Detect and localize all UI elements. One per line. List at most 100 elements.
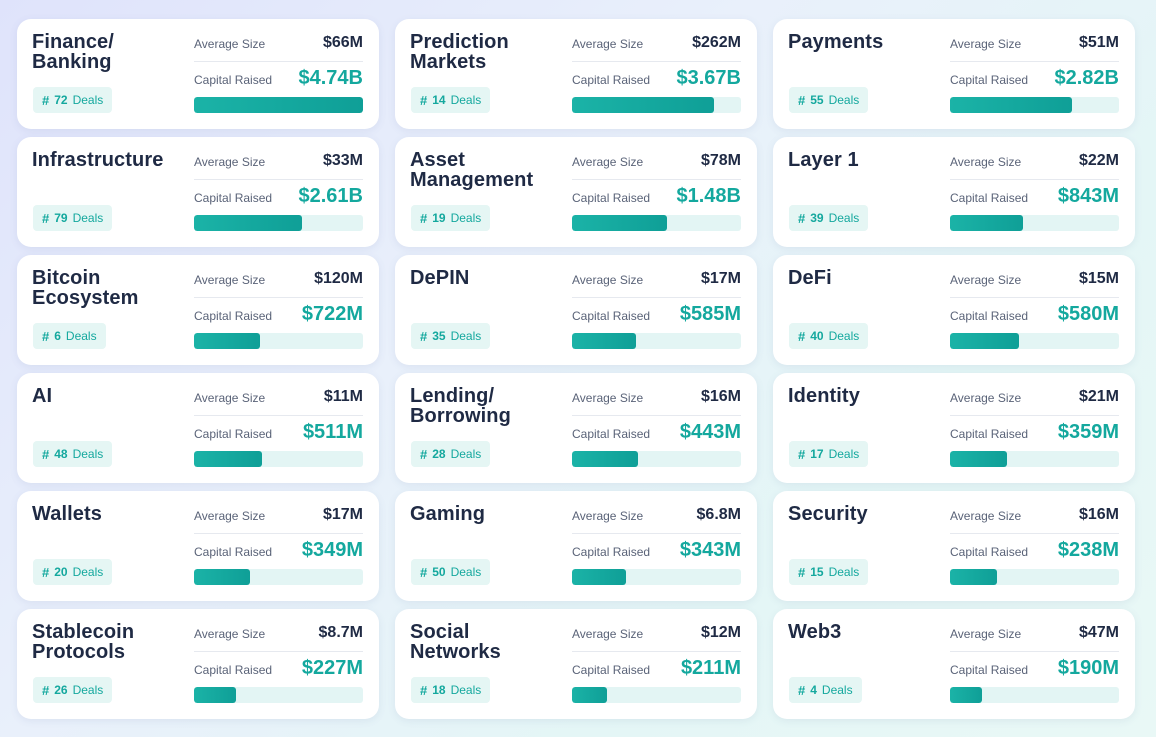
divider [572, 297, 741, 298]
average-size-label: Average Size [572, 391, 644, 405]
divider [194, 415, 363, 416]
deals-badge: # 26 Deals [33, 677, 113, 703]
deals-badge: # 6 Deals [33, 323, 106, 349]
average-size-value: $33M [322, 152, 363, 169]
category-card-4[interactable]: Infrastructure # 79 Deals Average Size $… [17, 137, 379, 247]
deals-label: Deals [72, 565, 104, 579]
category-card-13[interactable]: Wallets # 20 Deals Average Size $17M Cap… [17, 491, 379, 601]
category-name: Layer 1 [788, 149, 859, 171]
hash-icon: # [798, 446, 806, 462]
category-card-14[interactable]: Gaming # 50 Deals Average Size $6.8M Cap… [395, 491, 757, 601]
average-size-value: $17M [700, 270, 741, 287]
capital-progress-fill [572, 333, 637, 349]
category-name: Stablecoin Protocols [32, 621, 135, 663]
capital-progress-bar [194, 97, 363, 113]
average-size-label: Average Size [572, 509, 644, 523]
capital-progress-fill [572, 569, 627, 585]
capital-progress-bar [950, 333, 1119, 349]
deal-count: 17 [810, 447, 824, 461]
category-card-9[interactable]: DeFi # 40 Deals Average Size $15M Capita… [773, 255, 1135, 365]
capital-raised-label: Capital Raised [950, 309, 1029, 323]
average-size-label: Average Size [572, 37, 644, 51]
average-size-value: $21M [1078, 388, 1119, 405]
deals-label: Deals [65, 329, 97, 343]
divider [194, 61, 363, 62]
deals-label: Deals [828, 329, 860, 343]
deal-count: 20 [54, 565, 68, 579]
divider [950, 651, 1119, 652]
divider [572, 179, 741, 180]
capital-progress-fill [950, 569, 998, 585]
average-size-label: Average Size [950, 509, 1022, 523]
capital-raised-label: Capital Raised [950, 191, 1029, 205]
category-name: DeFi [788, 267, 832, 289]
stats-panel: Average Size $6.8M Capital Raised $343M [572, 491, 741, 601]
stats-panel: Average Size $78M Capital Raised $1.48B [572, 137, 741, 247]
category-card-1[interactable]: Finance/ Banking # 72 Deals Average Size… [17, 19, 379, 129]
average-size-label: Average Size [572, 627, 644, 641]
capital-raised-value: $4.74B [298, 67, 364, 89]
deals-label: Deals [450, 211, 482, 225]
divider [194, 533, 363, 534]
capital-raised-value: $585M [679, 303, 741, 325]
capital-progress-bar [950, 687, 1119, 703]
category-card-8[interactable]: DePIN # 35 Deals Average Size $17M Capit… [395, 255, 757, 365]
category-card-10[interactable]: AI # 48 Deals Average Size $11M Capital … [17, 373, 379, 483]
deals-label: Deals [72, 211, 104, 225]
category-card-6[interactable]: Layer 1 # 39 Deals Average Size $22M Cap… [773, 137, 1135, 247]
average-size-label: Average Size [194, 391, 266, 405]
stats-panel: Average Size $51M Capital Raised $2.82B [950, 19, 1119, 129]
category-card-18[interactable]: Web3 # 4 Deals Average Size $47M Capital… [773, 609, 1135, 719]
stats-panel: Average Size $15M Capital Raised $580M [950, 255, 1119, 365]
deal-count: 28 [432, 447, 446, 461]
average-size-value: $11M [323, 388, 363, 405]
deal-count: 14 [432, 93, 446, 107]
hash-icon: # [798, 328, 806, 344]
category-card-3[interactable]: Payments # 55 Deals Average Size $51M Ca… [773, 19, 1135, 129]
hash-icon: # [42, 210, 50, 226]
deals-badge: # 20 Deals [33, 559, 113, 585]
capital-progress-fill [194, 97, 363, 113]
divider [194, 179, 363, 180]
category-card-17[interactable]: Social Networks # 18 Deals Average Size … [395, 609, 757, 719]
category-card-2[interactable]: Prediction Markets # 14 Deals Average Si… [395, 19, 757, 129]
hash-icon: # [420, 682, 428, 698]
divider [950, 533, 1119, 534]
category-name: Gaming [410, 503, 486, 525]
deals-label: Deals [828, 447, 860, 461]
stats-panel: Average Size $8.7M Capital Raised $227M [194, 609, 363, 719]
deals-badge: # 4 Deals [789, 677, 862, 703]
stats-panel: Average Size $120M Capital Raised $722M [194, 255, 363, 365]
hash-icon: # [798, 210, 806, 226]
deals-label: Deals [72, 683, 104, 697]
category-card-11[interactable]: Lending/ Borrowing # 28 Deals Average Si… [395, 373, 757, 483]
average-size-value: $51M [1078, 34, 1119, 51]
deal-count: 35 [432, 329, 446, 343]
capital-raised-label: Capital Raised [572, 73, 651, 87]
category-card-5[interactable]: Asset Management # 19 Deals Average Size… [395, 137, 757, 247]
capital-progress-bar [194, 215, 363, 231]
capital-raised-value: $843M [1057, 185, 1119, 207]
deal-count: 18 [432, 683, 446, 697]
capital-progress-bar [572, 333, 741, 349]
deals-label: Deals [821, 683, 853, 697]
deal-count: 26 [54, 683, 68, 697]
divider [950, 61, 1119, 62]
stats-panel: Average Size $17M Capital Raised $349M [194, 491, 363, 601]
capital-raised-label: Capital Raised [194, 309, 273, 323]
deal-count: 55 [810, 93, 824, 107]
deals-badge: # 15 Deals [789, 559, 869, 585]
hash-icon: # [420, 92, 428, 108]
category-card-7[interactable]: Bitcoin Ecosystem # 6 Deals Average Size… [17, 255, 379, 365]
category-name: Identity [788, 385, 860, 407]
category-card-12[interactable]: Identity # 17 Deals Average Size $21M Ca… [773, 373, 1135, 483]
category-grid: Finance/ Banking # 72 Deals Average Size… [17, 19, 1135, 719]
category-card-15[interactable]: Security # 15 Deals Average Size $16M Ca… [773, 491, 1135, 601]
average-size-value: $8.7M [318, 624, 363, 641]
category-name: AI [32, 385, 53, 407]
capital-progress-bar [572, 215, 741, 231]
deals-badge: # 28 Deals [411, 441, 491, 467]
category-card-16[interactable]: Stablecoin Protocols # 26 Deals Average … [17, 609, 379, 719]
capital-raised-value: $443M [679, 421, 741, 443]
average-size-value: $262M [692, 34, 741, 51]
